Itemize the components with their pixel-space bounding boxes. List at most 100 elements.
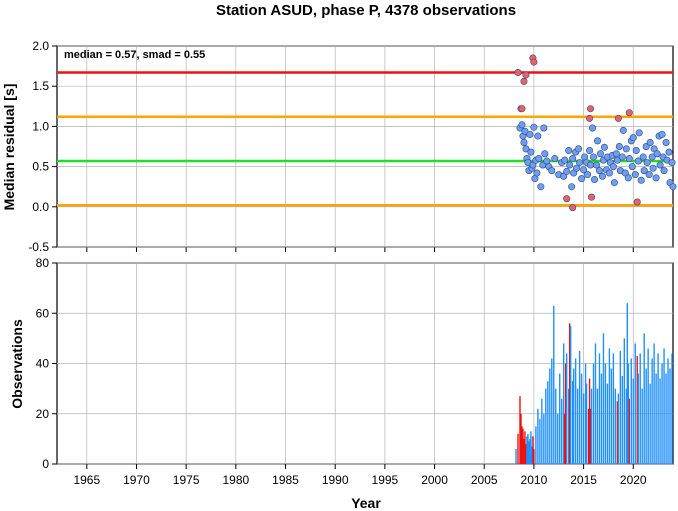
observation-bar xyxy=(587,408,590,464)
stats-annotation: median = 0.57, smad = 0.55 xyxy=(64,49,205,61)
residual-point xyxy=(584,171,592,179)
observation-bar xyxy=(604,363,607,464)
observation-bar xyxy=(539,418,541,464)
residual-point xyxy=(540,124,548,132)
residual-point xyxy=(625,109,633,117)
observation-bar xyxy=(537,408,539,464)
observation-bar xyxy=(519,396,521,464)
observation-bar xyxy=(667,358,669,464)
residual-point xyxy=(596,150,604,158)
observation-bar xyxy=(588,378,591,464)
residual-point xyxy=(575,145,583,153)
observation-bar xyxy=(561,398,563,464)
observation-bar xyxy=(528,441,530,464)
residual-y-tick-label: 1.5 xyxy=(32,79,49,93)
observation-bar xyxy=(614,388,617,464)
observation-bar xyxy=(608,348,611,464)
residual-point xyxy=(530,58,538,66)
observation-bar xyxy=(571,381,574,464)
residual-point xyxy=(587,161,595,169)
x-tick-label: 1985 xyxy=(272,473,299,487)
observation-bar xyxy=(663,348,665,464)
x-tick-label: 1965 xyxy=(73,473,100,487)
observation-bar xyxy=(555,388,557,464)
observation-bar xyxy=(564,413,566,464)
x-tick-label: 1970 xyxy=(123,473,150,487)
residual-point xyxy=(566,161,574,169)
residual-point xyxy=(668,159,676,167)
residual-point xyxy=(600,143,608,151)
residual-point xyxy=(520,77,528,85)
residual-y-tick-label: 1.0 xyxy=(32,119,49,133)
observation-bar xyxy=(651,358,653,464)
residual-point xyxy=(614,114,622,122)
residual-y-tick-label: 0.5 xyxy=(32,160,49,174)
observation-bar xyxy=(535,426,537,464)
residual-point xyxy=(576,159,584,167)
observation-bar xyxy=(520,413,522,464)
residual-point xyxy=(658,130,666,138)
residual-point xyxy=(580,166,588,174)
x-tick-label: 1990 xyxy=(322,473,349,487)
observation-bar xyxy=(671,353,673,464)
observation-bar xyxy=(600,373,603,464)
residual-point xyxy=(520,138,528,146)
residual-point xyxy=(622,145,630,153)
observation-bar xyxy=(553,305,555,464)
figure-title: Station ASUD, phase P, 4378 observations xyxy=(216,2,516,19)
residual-point xyxy=(649,164,657,172)
x-tick-label: 1980 xyxy=(222,473,249,487)
observation-bar xyxy=(585,383,588,464)
residual-point xyxy=(613,156,621,164)
residual-point xyxy=(526,130,534,138)
observation-bar xyxy=(647,348,649,464)
residual-point xyxy=(624,174,632,182)
residual-point xyxy=(648,153,656,161)
observation-bar xyxy=(596,388,599,464)
observation-bar xyxy=(576,388,579,464)
observation-bar xyxy=(634,343,636,464)
observation-bar xyxy=(532,436,534,464)
observation-bar xyxy=(529,438,531,464)
observation-bar xyxy=(598,353,601,464)
residual-point xyxy=(527,148,535,156)
observation-bar xyxy=(547,381,549,464)
x-tick-label: 2010 xyxy=(521,473,548,487)
residual-point xyxy=(634,157,642,165)
residual-y-tick-label: -0.5 xyxy=(28,240,49,254)
residual-point xyxy=(631,171,639,179)
observation-bar xyxy=(637,373,639,464)
observation-bar xyxy=(625,388,627,464)
observation-bar xyxy=(665,373,667,464)
observation-bar xyxy=(655,373,657,464)
observation-bar xyxy=(521,426,523,464)
observation-bar xyxy=(641,388,643,464)
x-tick-label: 1995 xyxy=(372,473,399,487)
observation-bar xyxy=(567,388,570,464)
residual-point xyxy=(662,138,670,146)
observation-bar xyxy=(628,398,630,464)
residual-point xyxy=(615,143,623,151)
residual-point xyxy=(618,153,626,161)
observation-bar xyxy=(541,398,543,464)
observation-bar xyxy=(661,363,663,464)
residual-point xyxy=(637,176,645,184)
observation-bar xyxy=(533,448,535,464)
observation-bar xyxy=(606,383,609,464)
observation-bar xyxy=(639,353,641,464)
residual-point xyxy=(593,137,601,145)
observation-bar xyxy=(621,376,624,464)
observations-y-tick-label: 80 xyxy=(36,256,50,270)
observation-bar xyxy=(589,408,592,464)
residual-point xyxy=(646,138,654,146)
observation-bar xyxy=(551,358,553,464)
x-tick-label: 2020 xyxy=(620,473,647,487)
residual-point xyxy=(656,161,664,169)
residual-point xyxy=(548,167,556,175)
residual-point xyxy=(669,183,677,191)
residual-point xyxy=(521,127,529,135)
residual-point xyxy=(629,134,637,142)
residual-point xyxy=(578,175,586,183)
observation-bar xyxy=(578,350,581,464)
residual-point xyxy=(625,155,633,163)
